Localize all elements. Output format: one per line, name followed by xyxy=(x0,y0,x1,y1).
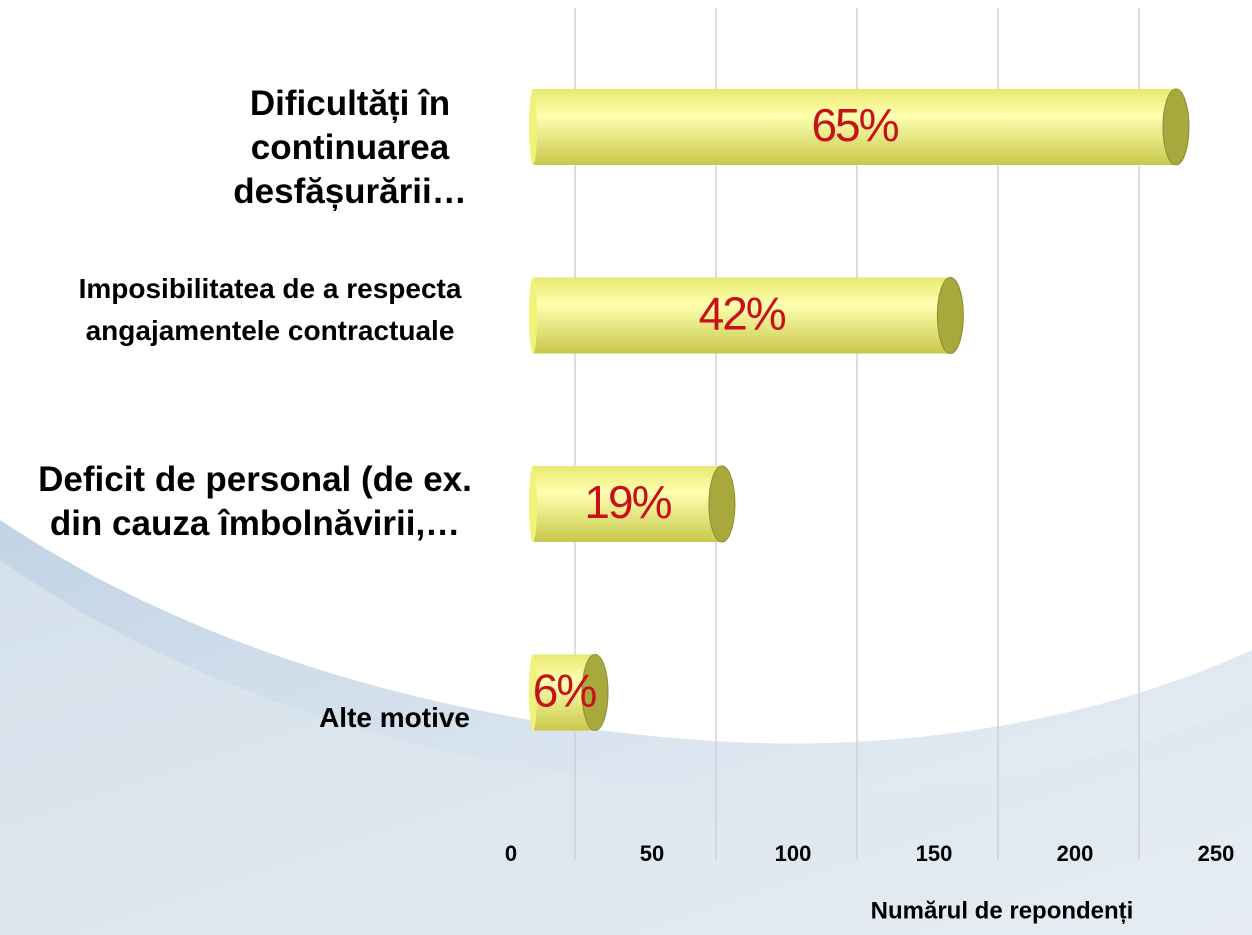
bar xyxy=(529,654,609,731)
x-tick-label: 100 xyxy=(775,841,812,866)
x-tick-label: 200 xyxy=(1057,841,1094,866)
bar-end-cap xyxy=(581,654,609,731)
bar-body xyxy=(533,466,722,542)
bar xyxy=(529,88,1190,166)
x-tick-label: 50 xyxy=(640,841,664,866)
bar-end-cap xyxy=(708,465,736,543)
category-label: Deficit de personal (de ex. din cauza îm… xyxy=(38,460,472,543)
bar-start-cap xyxy=(529,277,537,354)
bar-start-cap xyxy=(529,654,537,731)
data-label: 65% xyxy=(811,99,898,151)
bar xyxy=(529,277,964,354)
bar-start-cap xyxy=(529,466,537,542)
x-tick-label: 150 xyxy=(916,841,953,866)
x-tick-label: 250 xyxy=(1198,841,1235,866)
x-axis-title: Numărul de repondenți xyxy=(871,897,1134,924)
bar-body xyxy=(533,89,1176,165)
bar-end-cap xyxy=(1162,88,1190,166)
category-label: Imposibilitatea de a respecta angajament… xyxy=(78,273,462,346)
bar xyxy=(529,465,736,543)
data-label: 6% xyxy=(533,665,597,717)
bar-start-cap xyxy=(529,89,537,165)
bar-body xyxy=(533,277,951,354)
x-tick-label: 0 xyxy=(505,841,517,866)
data-label: 42% xyxy=(699,288,786,340)
data-label: 19% xyxy=(584,476,671,528)
category-label: Dificultăți în continuarea desfășurării… xyxy=(233,84,467,211)
category-label: Alte motive xyxy=(319,702,470,733)
bar-end-cap xyxy=(936,277,964,354)
background-swoosh xyxy=(0,560,1252,935)
